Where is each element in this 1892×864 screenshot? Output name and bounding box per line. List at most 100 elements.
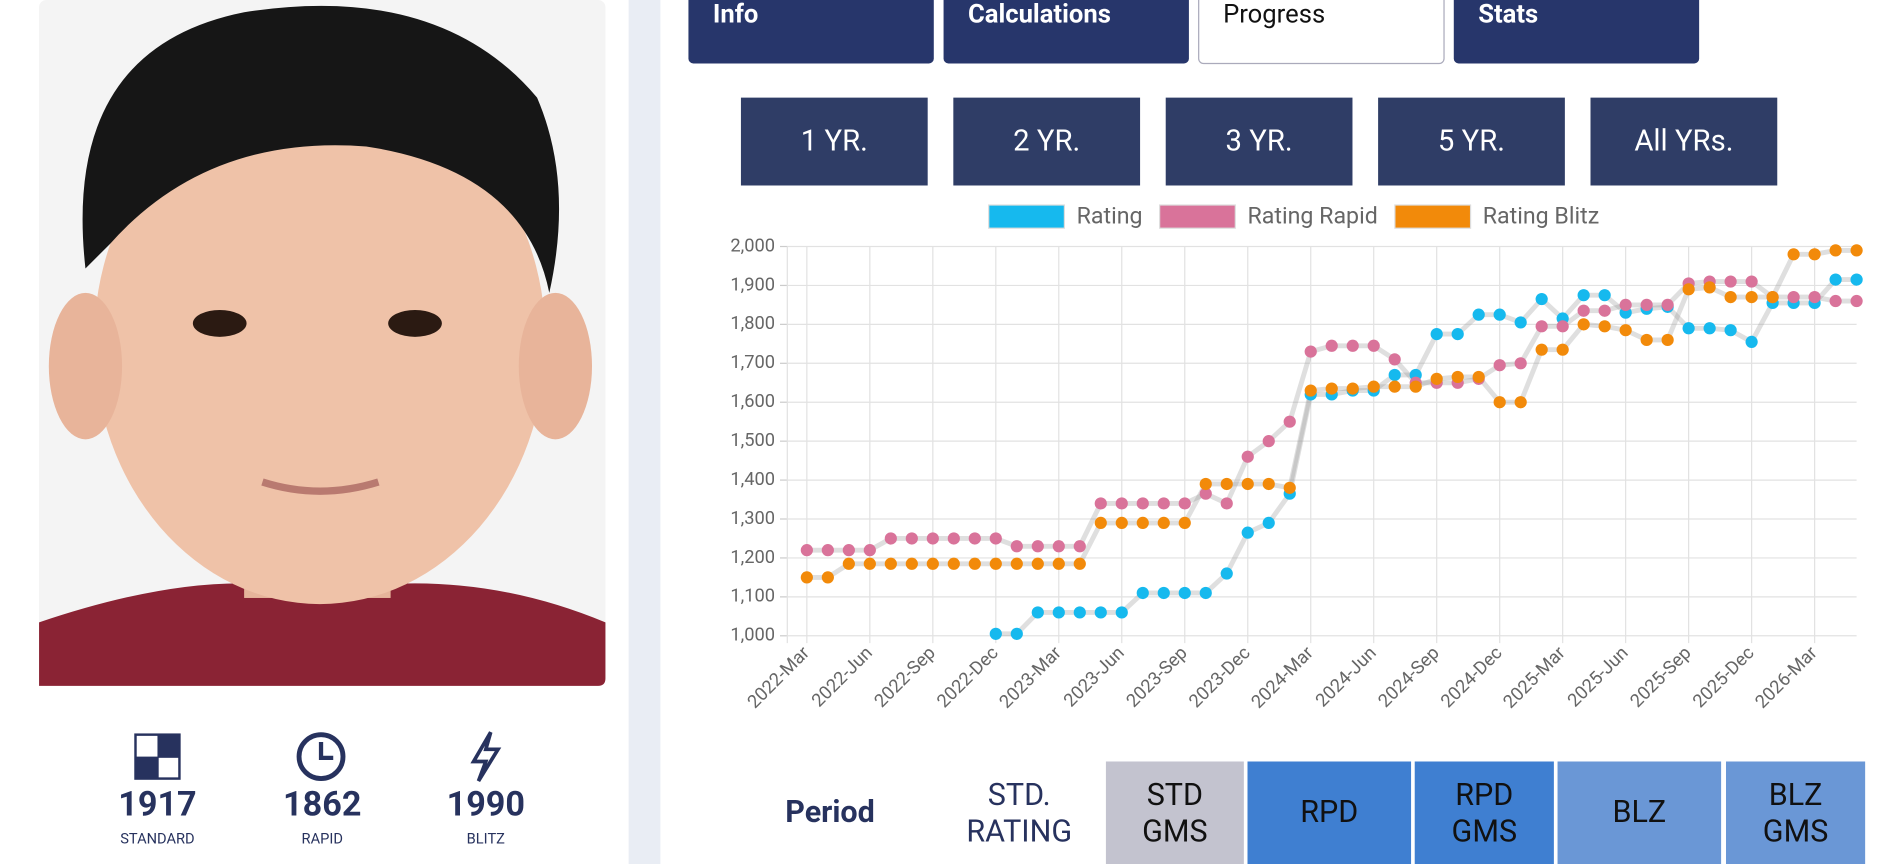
header-label: STD. RATING xyxy=(966,778,1072,850)
x-tick-label: 2024-Sep xyxy=(1374,643,1443,712)
x-tick-label: 2023-Dec xyxy=(1185,643,1255,713)
y-tick-label: 1,800 xyxy=(730,313,775,334)
data-point xyxy=(1325,339,1338,352)
data-point xyxy=(1094,606,1107,619)
x-tick-label: 2023-Jun xyxy=(1060,643,1129,712)
y-tick-label: 1,200 xyxy=(730,547,775,568)
x-tick-label: 2025-Mar xyxy=(1499,643,1569,713)
period-button[interactable] xyxy=(1590,97,1778,186)
data-point xyxy=(1052,557,1065,570)
tab-label: Progress xyxy=(1223,0,1325,30)
rating-number: 1990 xyxy=(447,785,525,825)
data-point xyxy=(884,532,897,545)
data-point xyxy=(1598,320,1611,333)
y-tick-label: 2,000 xyxy=(730,235,775,256)
x-tick-label: 2025-Dec xyxy=(1689,643,1759,713)
data-point xyxy=(1367,380,1380,393)
data-point xyxy=(905,557,918,570)
data-point xyxy=(1094,497,1107,510)
data-point xyxy=(1115,606,1128,619)
data-point xyxy=(863,557,876,570)
data-point xyxy=(926,557,939,570)
rating-icons xyxy=(134,731,502,782)
tab[interactable] xyxy=(1453,0,1700,64)
x-tick-label: 2024-Mar xyxy=(1247,643,1317,713)
data-point xyxy=(1535,343,1548,356)
period-button[interactable] xyxy=(953,97,1141,186)
x-tick-label: 2025-Jun xyxy=(1564,643,1633,712)
data-point xyxy=(1073,606,1086,619)
data-point xyxy=(1262,477,1275,491)
y-tick-label: 1,900 xyxy=(730,274,775,295)
data-point xyxy=(1220,497,1233,510)
tab-label: Info xyxy=(713,0,759,30)
data-point xyxy=(1787,291,1800,304)
header-cell xyxy=(1247,761,1412,864)
period-button[interactable] xyxy=(740,97,928,186)
data-point xyxy=(863,544,876,557)
header-label: BLZ xyxy=(1612,795,1666,830)
photo xyxy=(39,0,606,686)
header-label: Period xyxy=(785,795,875,830)
data-point xyxy=(905,532,918,545)
data-point xyxy=(1808,291,1821,304)
data-point xyxy=(1850,244,1863,257)
rating-label: STANDARD xyxy=(120,829,194,847)
data-point xyxy=(1052,606,1065,619)
tab[interactable] xyxy=(943,0,1189,64)
data-point xyxy=(1472,308,1485,321)
period-buttons: 1 YR. 2 YR. 3 YR. 5 YR. All YRs. xyxy=(740,97,1778,186)
data-point xyxy=(1745,275,1758,288)
data-point xyxy=(1850,273,1863,286)
legend-label: Rating Blitz xyxy=(1483,201,1599,229)
x-tick-label: 2026-Mar xyxy=(1751,643,1821,713)
data-point xyxy=(1199,586,1212,600)
legend-label: Rating Rapid xyxy=(1248,201,1378,229)
data-point xyxy=(989,557,1002,570)
data-point xyxy=(1367,339,1380,352)
data-point xyxy=(1556,320,1569,333)
y-tick-label: 1,500 xyxy=(730,430,775,451)
data-point xyxy=(1388,368,1401,382)
x-tick-label: 2022-Mar xyxy=(744,643,814,713)
data-point xyxy=(1304,384,1317,397)
header-cell xyxy=(1725,761,1866,864)
y-tick-label: 1,400 xyxy=(730,469,775,490)
data-point xyxy=(1640,333,1653,347)
data-point xyxy=(1493,308,1506,321)
period-button[interactable] xyxy=(1165,97,1353,186)
data-point xyxy=(1199,487,1212,500)
data-point xyxy=(1115,497,1128,510)
data-point xyxy=(1724,291,1737,304)
data-point xyxy=(1493,359,1506,372)
period-label: All YRs. xyxy=(1634,125,1733,159)
period-label: 3 YR. xyxy=(1226,125,1293,159)
data-point xyxy=(842,557,855,570)
y-tick-label: 1,300 xyxy=(730,508,775,529)
period-label: 1 YR. xyxy=(801,125,868,159)
header-label: BLZ GMS xyxy=(1763,778,1829,850)
data-point xyxy=(1010,557,1023,570)
data-point xyxy=(1241,450,1254,463)
data-point xyxy=(1577,318,1590,331)
data-point xyxy=(1262,435,1275,448)
period-button[interactable] xyxy=(1378,97,1565,186)
data-point xyxy=(1430,327,1443,341)
legend-label: Rating xyxy=(1077,201,1143,229)
data-point xyxy=(1451,370,1464,384)
x-tick-label: 2022-Sep xyxy=(870,643,939,712)
data-point xyxy=(926,532,939,545)
header-label: RPD xyxy=(1300,795,1358,830)
tab[interactable] xyxy=(1198,0,1445,65)
data-point xyxy=(1031,557,1044,570)
data-point xyxy=(1409,380,1422,393)
data-point xyxy=(1031,606,1044,619)
rating-number: 1862 xyxy=(283,785,361,825)
tab[interactable] xyxy=(688,0,934,64)
data-point xyxy=(1220,477,1233,491)
series-line xyxy=(806,247,1857,580)
tab-label: Calculations xyxy=(968,0,1111,30)
y-tick-label: 1,100 xyxy=(730,586,775,607)
data-point xyxy=(1283,481,1296,494)
